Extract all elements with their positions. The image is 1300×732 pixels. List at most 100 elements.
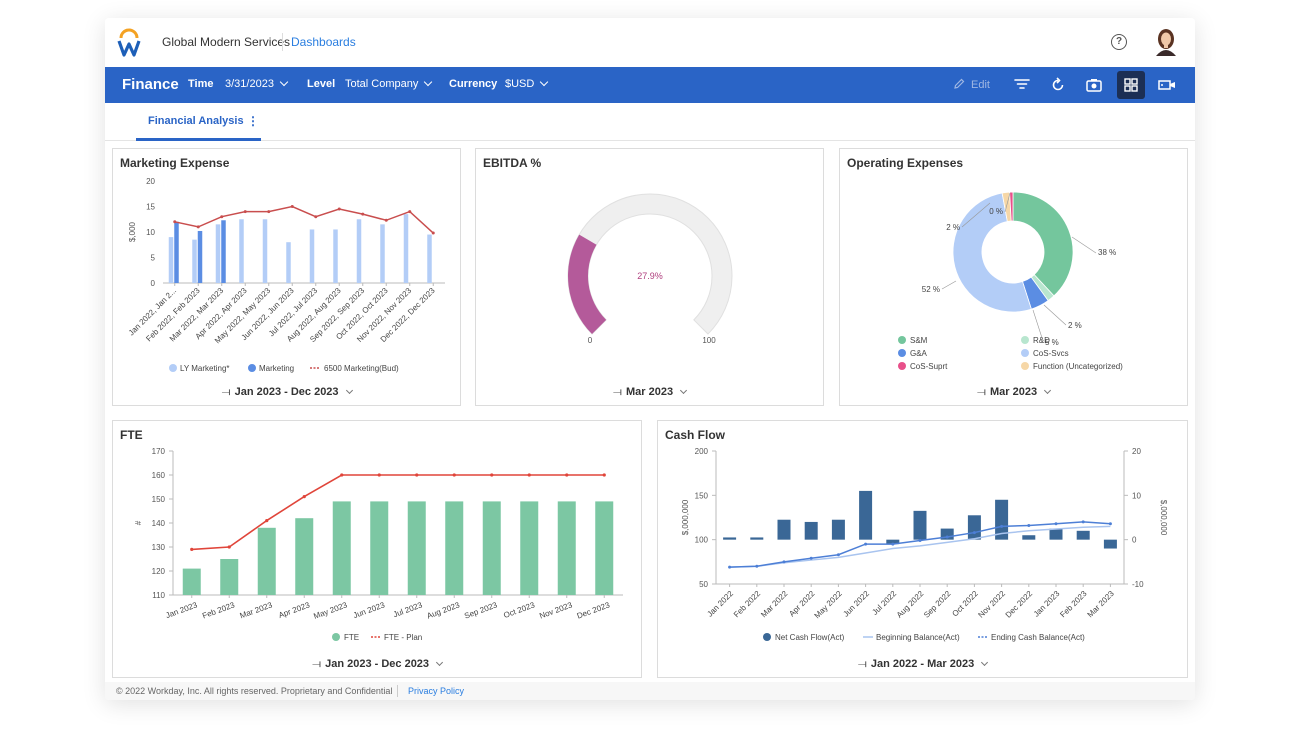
slice-leader-line	[961, 202, 991, 228]
legend-swatch	[898, 362, 906, 370]
plan-point	[415, 473, 419, 477]
x-tick-label: Jul 2023	[392, 600, 424, 619]
date-selector[interactable]: ⟞ Mar 2023	[476, 386, 823, 399]
slice-label: 5 %	[1045, 338, 1059, 347]
ending-balance-point	[836, 553, 840, 557]
x-tick-label: Aug 2022	[895, 589, 926, 620]
card-title: EBITDA %	[483, 156, 542, 170]
bar-net-cash-flow	[723, 537, 737, 540]
bar-net-cash-flow	[886, 539, 900, 545]
edit-button[interactable]: Edit	[953, 78, 990, 91]
ending-balance-point	[782, 560, 786, 564]
gauge-min-label: 0	[588, 336, 593, 345]
bar-ly-marketing	[380, 224, 385, 283]
chevron-down-icon	[424, 77, 433, 87]
chevron-down-icon	[1044, 386, 1052, 395]
breadcrumb-dashboards[interactable]: Dashboards	[291, 35, 356, 49]
y-tick-label: 100	[695, 536, 709, 545]
card-cash-flow: Cash Flow $,000,000 $,000,000 50 100 150 200-…	[657, 420, 1188, 678]
plan-line	[191, 474, 605, 551]
date-label: Mar 2023	[990, 386, 1038, 398]
privacy-policy-link[interactable]: Privacy Policy	[408, 686, 465, 696]
tab-financial-analysis[interactable]: Financial Analysis ⋮	[136, 103, 261, 141]
card-title: Cash Flow	[665, 428, 726, 442]
y-tick-label: 150	[695, 491, 709, 500]
refresh-button[interactable]	[1044, 71, 1072, 99]
top-header: Global Modern Services Dashboards ?	[105, 18, 1195, 67]
y-tick-label: 160	[152, 471, 166, 480]
date-range-selector[interactable]: ⟞ Jan 2023 - Dec 2023	[113, 386, 460, 399]
x-tick-label: Apr 2023	[277, 600, 311, 620]
card-title: Operating Expenses	[847, 156, 964, 170]
footer-divider	[397, 685, 398, 697]
date-range-selector[interactable]: ⟞ Jan 2022 - Mar 2023	[658, 658, 1187, 671]
ending-balance-point	[728, 565, 732, 569]
workday-logo[interactable]	[117, 28, 141, 58]
legend-label: Marketing	[259, 364, 294, 373]
x-tick-label: Aug 2023	[426, 600, 462, 620]
camera-icon	[1086, 79, 1102, 92]
x-tick-label: May 2022	[813, 589, 845, 621]
date-range-selector[interactable]: ⟞ Jan 2023 - Dec 2023	[113, 658, 641, 671]
bar-marketing	[174, 221, 179, 283]
gauge-track	[567, 193, 733, 335]
y-tick-label: 0	[151, 279, 156, 288]
user-avatar[interactable]	[1153, 28, 1179, 56]
x-tick-label: Nov 2022	[976, 589, 1007, 620]
bar-marketing	[221, 220, 226, 283]
legend-label: FTE - Plan	[384, 633, 422, 642]
slice-leader-line	[1032, 309, 1044, 342]
date-selector[interactable]: ⟞ Mar 2023	[840, 386, 1187, 399]
card-title: FTE	[120, 428, 143, 442]
plan-point	[490, 473, 494, 477]
bar-ly-marketing	[427, 234, 432, 283]
bar-net-cash-flow	[777, 519, 791, 540]
ebitda-gauge: 27.9% 0 100	[567, 193, 733, 345]
range-arrow-icon: ⟞	[612, 386, 623, 398]
slice-leader-line	[1004, 192, 1011, 213]
y-tick-label: 130	[152, 543, 166, 552]
ending-balance-point	[1054, 522, 1058, 526]
x-tick-label: Jan 2022	[705, 589, 735, 619]
currency-prompt[interactable]: $USD	[505, 77, 549, 90]
filter-button[interactable]	[1008, 71, 1036, 99]
x-tick-label: Nov 2023	[538, 600, 574, 620]
presentation-button[interactable]	[1153, 71, 1181, 99]
y-tick-label: 200	[695, 447, 709, 456]
level-prompt[interactable]: Total Company	[345, 77, 433, 90]
x-tick-label: May 2023	[312, 600, 349, 621]
legend-label: R&D	[1033, 336, 1050, 345]
more-vertical-icon[interactable]: ⋮	[247, 114, 259, 128]
budget-point	[173, 220, 177, 224]
bar-net-cash-flow	[913, 510, 927, 540]
y-tick-label: 15	[146, 203, 155, 212]
budget-point	[267, 210, 271, 214]
card-ebitda: EBITDA % 27.9% 0 100 ⟞ Mar 2023	[475, 148, 824, 406]
bar-ly-marketing	[356, 219, 362, 283]
plan-point	[527, 473, 531, 477]
grid-view-button[interactable]	[1117, 71, 1145, 99]
snapshot-button[interactable]	[1080, 71, 1108, 99]
card-marketing-expense: Marketing Expense $,000 0 5 10 15 20 Jan 2022,…	[112, 148, 461, 406]
range-arrow-icon: ⟞	[857, 658, 867, 670]
y2-tick-label: 10	[1132, 491, 1141, 500]
slice-label: 52 %	[922, 285, 940, 294]
card-operating-expenses: Operating Expenses 38 % 2 % 5 % 52 % 2 % 0 % S…	[839, 148, 1188, 406]
time-label: Time	[188, 78, 214, 90]
gauge-value-arc	[568, 234, 607, 334]
bar-fte	[595, 501, 614, 595]
help-icon[interactable]: ?	[1111, 34, 1127, 50]
time-prompt[interactable]: 3/31/2023	[225, 77, 289, 90]
bar-ly-marketing	[239, 219, 244, 283]
chevron-down-icon	[436, 658, 444, 667]
x-tick-label: Feb 2023	[201, 600, 236, 620]
plan-point	[340, 473, 344, 477]
legend-swatch-fte	[332, 633, 340, 641]
tab-label: Financial Analysis	[148, 115, 244, 127]
bar-ly-marketing	[309, 229, 315, 283]
legend-swatch-marketing	[248, 364, 256, 372]
x-tick-label: Jan 2023	[164, 600, 199, 620]
bar-fte	[407, 501, 426, 595]
